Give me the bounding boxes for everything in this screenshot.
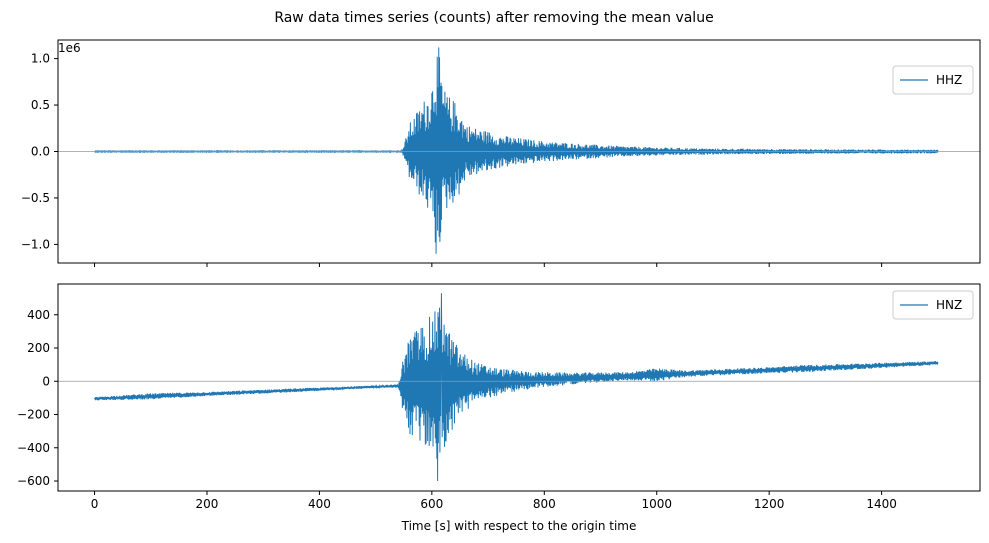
hnz-trace-group xyxy=(94,293,939,482)
legend-label-hnz: HNZ xyxy=(936,298,962,312)
y-tick-label: −600 xyxy=(17,474,50,488)
legend-box xyxy=(892,290,974,320)
x-tick-label: 800 xyxy=(533,497,556,511)
series-line-hnz xyxy=(94,293,939,482)
y-tick-label: 0 xyxy=(42,374,50,388)
y-tick-label: −200 xyxy=(17,408,50,422)
legend-hhz: HHZ xyxy=(892,65,974,95)
x-tick-label: 1000 xyxy=(641,497,672,511)
y-tick-label: 0.0 xyxy=(31,145,50,159)
x-tick-label: 0 xyxy=(91,497,99,511)
x-tick-label: 200 xyxy=(196,497,219,511)
y-tick-label: −400 xyxy=(17,441,50,455)
bottom-panel-axes: 0 200 400 600 800 1000 1200 1400 −600 −400 −200 0 20… xyxy=(17,283,981,511)
y-tick-label: 0.5 xyxy=(31,98,50,112)
top-panel-axes: −1.0 −0.5 0.0 0.5 1.0 xyxy=(21,39,981,267)
y-tick-label: 1.0 xyxy=(31,52,50,66)
top-panel: −1.0 −0.5 0.0 0.5 1.0 1e6 HHZ xyxy=(21,39,981,267)
y-tick-label: −0.5 xyxy=(21,191,50,205)
legend-hnz: HNZ xyxy=(892,290,974,320)
x-axis-label: Time [s] with respect to the origin time xyxy=(401,519,637,533)
x-tick-label: 600 xyxy=(420,497,443,511)
y-offset-text: 1e6 xyxy=(58,41,81,55)
y-tick-label: 400 xyxy=(27,308,50,322)
figure-title: Raw data times series (counts) after rem… xyxy=(274,10,713,26)
legend-label-hhz: HHZ xyxy=(936,73,962,87)
plot-frame xyxy=(57,283,981,492)
x-tick-label: 400 xyxy=(308,497,331,511)
y-tick-label: −1.0 xyxy=(21,237,50,251)
legend-box xyxy=(892,65,974,95)
hhz-trace-group xyxy=(94,47,939,254)
series-line-hhz xyxy=(94,47,939,254)
x-tick-label: 1400 xyxy=(866,497,897,511)
y-tick-label: 200 xyxy=(27,341,50,355)
bottom-panel: 0 200 400 600 800 1000 1200 1400 −600 −400 −200 0 20… xyxy=(17,283,981,533)
x-tick-label: 1200 xyxy=(754,497,785,511)
